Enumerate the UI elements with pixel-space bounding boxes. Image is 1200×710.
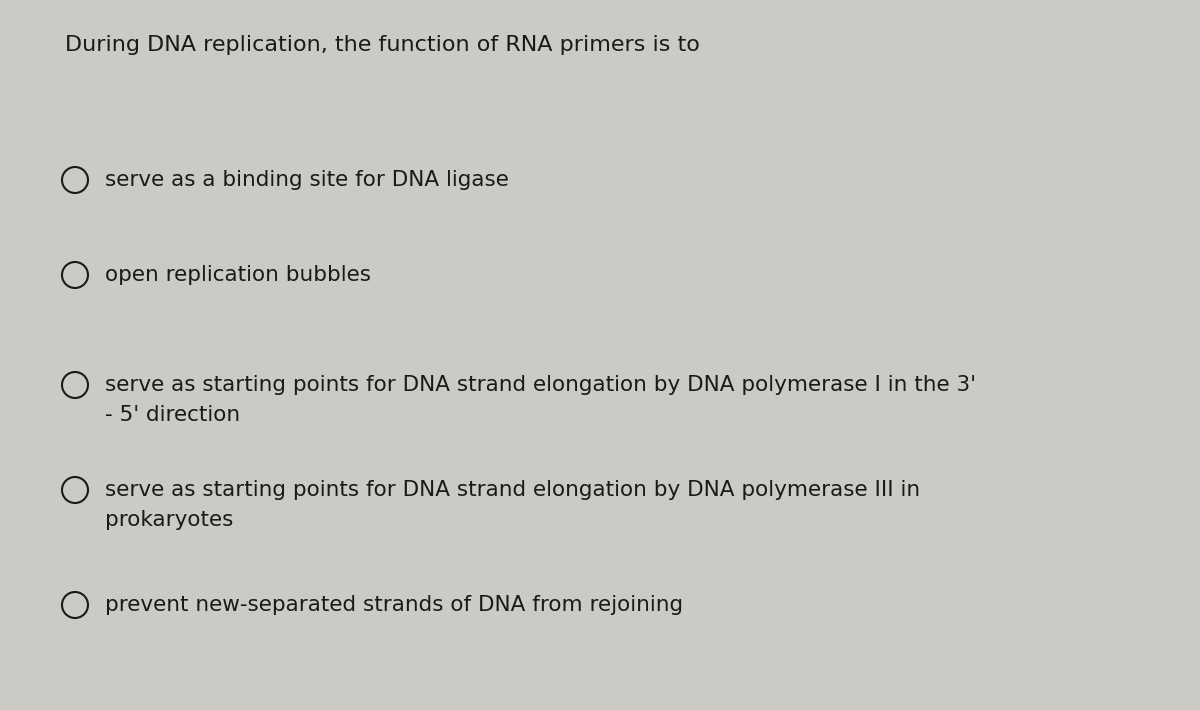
Text: prokaryotes: prokaryotes [106, 510, 233, 530]
Text: serve as starting points for DNA strand elongation by DNA polymerase I in the 3': serve as starting points for DNA strand … [106, 375, 976, 395]
Text: serve as a binding site for DNA ligase: serve as a binding site for DNA ligase [106, 170, 509, 190]
Text: - 5' direction: - 5' direction [106, 405, 240, 425]
Text: prevent new-separated strands of DNA from rejoining: prevent new-separated strands of DNA fro… [106, 595, 683, 615]
Text: serve as starting points for DNA strand elongation by DNA polymerase III in: serve as starting points for DNA strand … [106, 480, 920, 500]
Text: During DNA replication, the function of RNA primers is to: During DNA replication, the function of … [65, 35, 700, 55]
Text: open replication bubbles: open replication bubbles [106, 265, 371, 285]
